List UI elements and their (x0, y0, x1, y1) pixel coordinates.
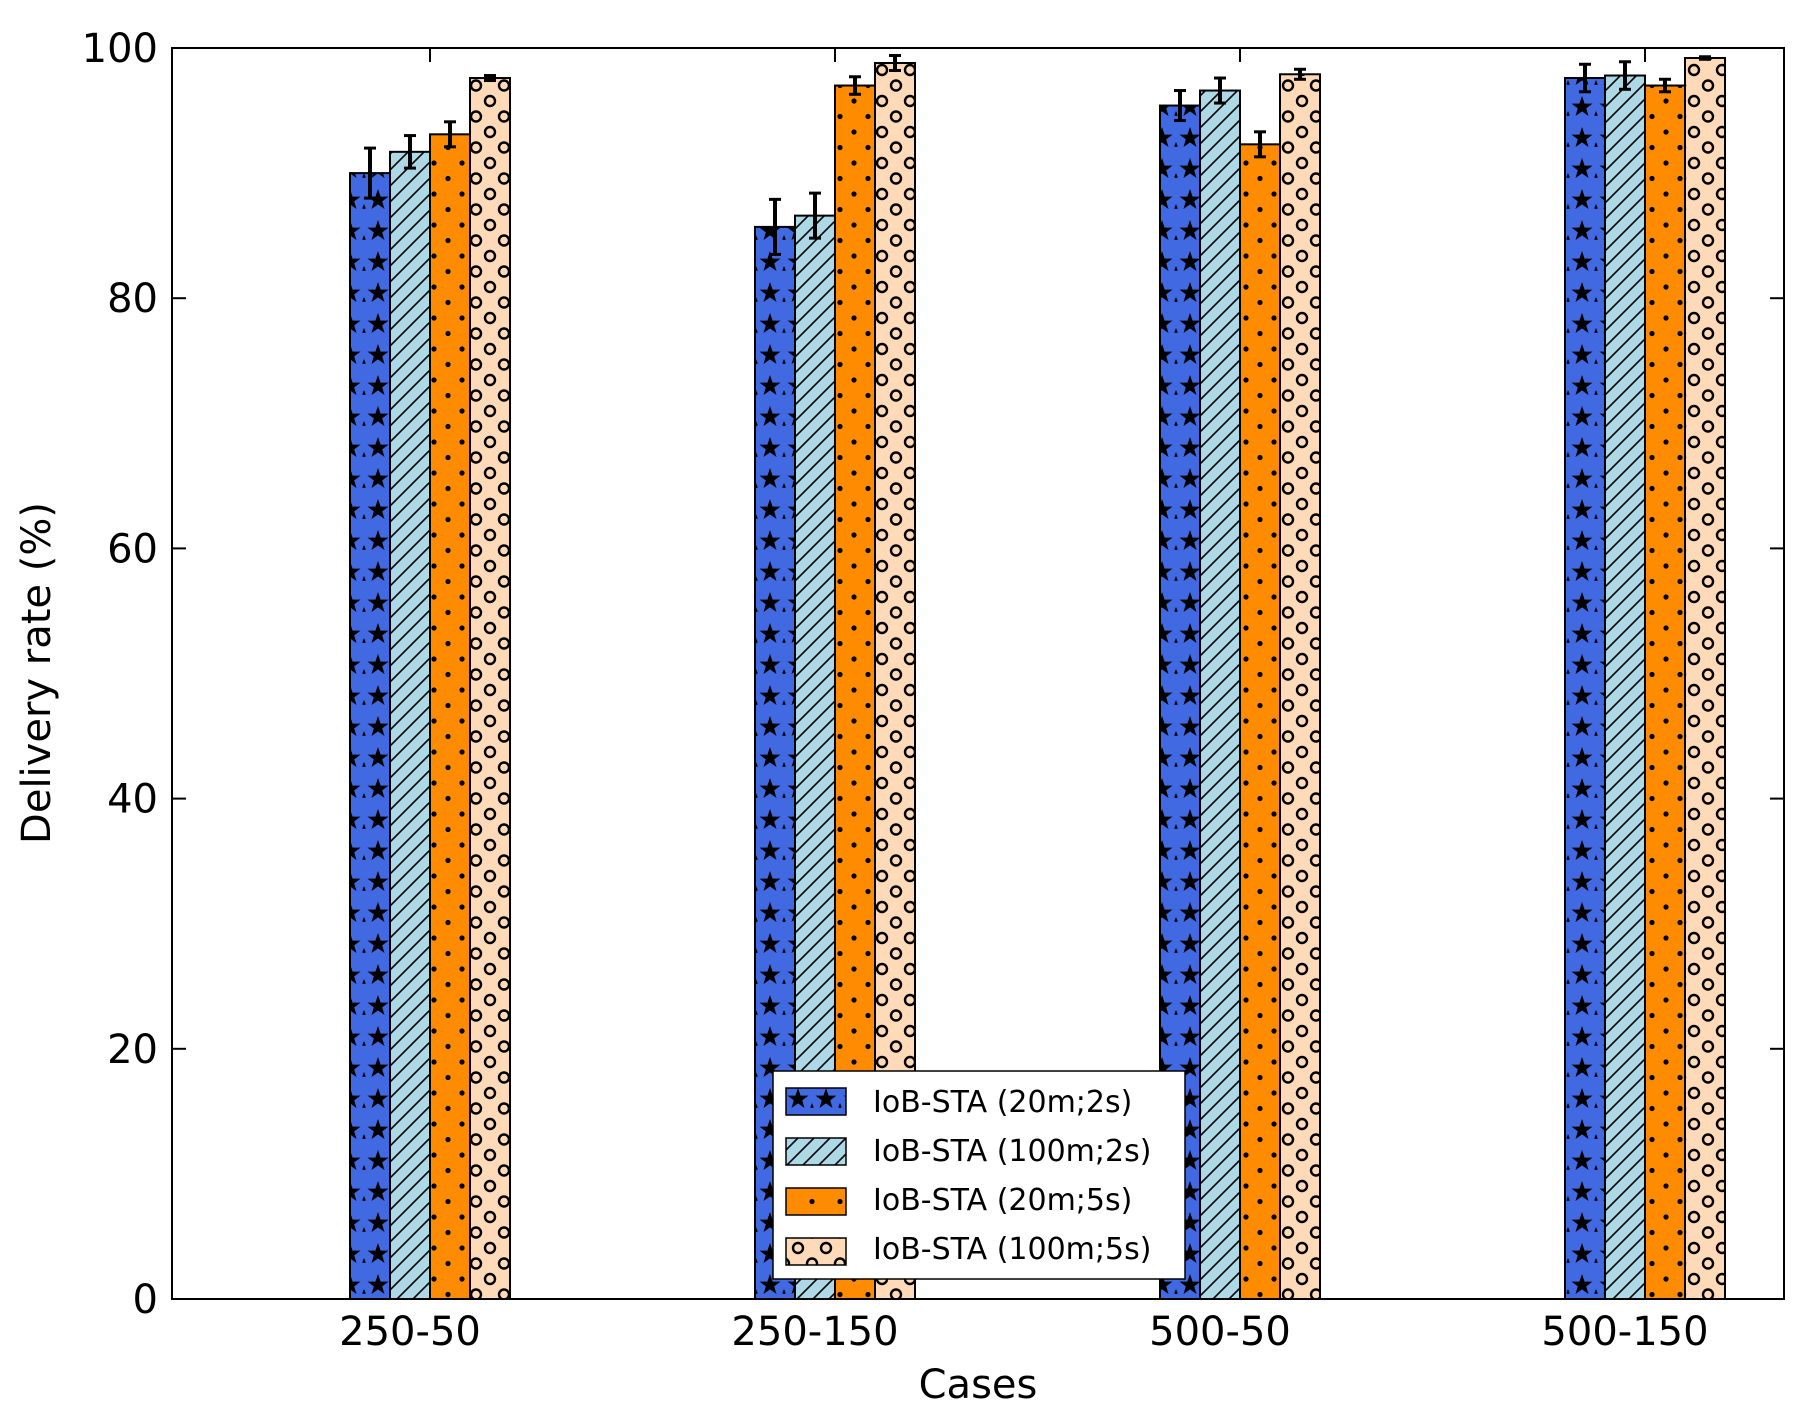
x-tick-label: 250-150 (731, 1309, 898, 1355)
x-axis-label: Cases (919, 1362, 1038, 1408)
legend-entry: IoB-STA (20m;5s) (785, 1183, 1132, 1218)
legend: IoB-STA (20m;2s) IoB-STA (100m;2s) IoB-S… (772, 1070, 1186, 1280)
y-tick-label: 0 (133, 1277, 158, 1323)
bar (1684, 57, 1726, 1300)
bar (1199, 89, 1241, 1300)
legend-swatch-20m-2s (785, 1087, 847, 1116)
bar (469, 77, 511, 1300)
y-axis-label: Delivery rate (%) (14, 502, 60, 844)
bar (1239, 143, 1281, 1300)
legend-label: IoB-STA (20m;2s) (873, 1085, 1132, 1120)
bar (389, 150, 431, 1300)
bar (349, 172, 391, 1301)
legend-swatch-100m-2s (785, 1137, 847, 1166)
y-tick-label: 100 (82, 26, 158, 72)
ticks-layer: 250-50 250-150 500-50 500-150 0 20 40 60 80 100 (82, 26, 1784, 1355)
bar (1279, 73, 1321, 1300)
y-tick-label: 80 (107, 276, 158, 322)
legend-label: IoB-STA (100m;2s) (873, 1134, 1151, 1169)
x-tick-label: 500-50 (1149, 1309, 1291, 1355)
bar (429, 133, 471, 1301)
x-tick-label: 500-150 (1541, 1309, 1708, 1355)
legend-swatch-100m-5s (785, 1237, 847, 1266)
legend-label: IoB-STA (20m;5s) (873, 1183, 1132, 1218)
x-tick-label: 250-50 (339, 1309, 481, 1355)
legend-swatch-20m-5s (785, 1187, 847, 1216)
plot-area (171, 47, 1785, 1300)
bar (1604, 74, 1646, 1301)
y-tick-label: 40 (107, 777, 158, 823)
legend-label: IoB-STA (100m;5s) (873, 1232, 1151, 1267)
y-tick-label: 20 (107, 1027, 158, 1073)
y-tick-label: 60 (107, 526, 158, 572)
legend-entry: IoB-STA (100m;5s) (785, 1232, 1151, 1267)
bar (1564, 77, 1606, 1300)
legend-entry: IoB-STA (100m;2s) (785, 1134, 1151, 1169)
legend-entry: IoB-STA (20m;2s) (785, 1085, 1132, 1120)
bar (1644, 84, 1686, 1300)
